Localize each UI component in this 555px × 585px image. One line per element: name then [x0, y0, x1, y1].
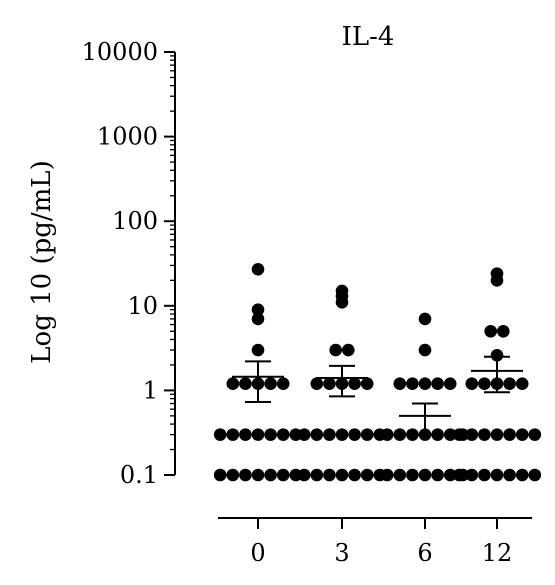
data-point: [484, 324, 498, 338]
x-tick-label: 6: [417, 539, 432, 567]
y-axis-label: Log 10 (pg/mL): [27, 160, 57, 363]
data-point: [515, 468, 529, 482]
chart-title: IL-4: [342, 22, 395, 52]
data-point: [348, 468, 361, 482]
data-point: [239, 377, 252, 391]
data-point: [276, 468, 290, 482]
data-point: [406, 377, 419, 391]
data-point: [490, 428, 504, 441]
data-point: [276, 428, 290, 441]
data-point: [393, 428, 407, 441]
data-point: [393, 468, 407, 482]
data-point: [323, 377, 336, 391]
data-point: [226, 428, 240, 441]
data-point: [515, 377, 529, 391]
data-point: [431, 468, 444, 482]
data-point: [418, 377, 432, 391]
data-point: [329, 343, 343, 357]
data-point: [465, 377, 479, 391]
data-point: [443, 377, 457, 391]
data-point: [297, 428, 311, 441]
data-point: [490, 348, 504, 362]
data-point: [478, 468, 491, 482]
data-point: [323, 428, 336, 441]
data-point: [360, 428, 374, 441]
y-tick-label: 10: [127, 292, 158, 320]
data-point: [239, 468, 252, 482]
x-tick-label: 3: [334, 539, 349, 567]
data-point: [478, 377, 491, 391]
data-point: [515, 428, 529, 441]
data-point: [503, 377, 516, 391]
data-point: [528, 428, 542, 441]
data-point: [431, 377, 444, 391]
y-tick-label: 1000: [97, 123, 158, 151]
data-point: [490, 468, 504, 482]
data-point: [335, 468, 349, 482]
data-point: [393, 377, 407, 391]
data-point: [418, 468, 432, 482]
data-point: [380, 428, 394, 441]
data-point: [276, 377, 290, 391]
data-point: [251, 303, 265, 316]
data-point: [335, 428, 349, 441]
data-point: [490, 274, 504, 287]
data-point: [452, 428, 466, 441]
data-point: [342, 343, 355, 357]
x-tick-label: 0: [250, 539, 265, 567]
data-point: [348, 428, 361, 441]
data-point: [406, 468, 419, 482]
data-point: [360, 377, 374, 391]
data-point: [443, 468, 457, 482]
data-point: [503, 468, 516, 482]
data-point: [251, 428, 265, 441]
y-tick-label: 1: [143, 376, 158, 404]
data-point: [418, 312, 432, 326]
data-point: [528, 468, 542, 482]
data-point: [213, 468, 227, 482]
data-point: [264, 428, 277, 441]
data-point: [251, 343, 265, 357]
data-point: [348, 377, 361, 391]
y-tick-label: 0.1: [120, 461, 158, 489]
data-point: [465, 428, 479, 441]
data-point: [226, 468, 240, 482]
data-point: [418, 343, 432, 357]
data-point: [323, 468, 336, 482]
data-point: [310, 468, 324, 482]
data-point: [503, 428, 516, 441]
data-point: [251, 263, 265, 276]
data-point: [380, 468, 394, 482]
data-point: [452, 468, 466, 482]
data-point: [239, 428, 252, 441]
data-point: [310, 377, 324, 391]
data-point: [335, 295, 349, 309]
data-point: [251, 312, 265, 326]
y-tick-label: 10000: [82, 38, 158, 66]
data-point: [465, 468, 479, 482]
data-marks: [213, 263, 542, 482]
data-point: [478, 428, 491, 441]
data-point: [226, 377, 240, 391]
data-point: [310, 428, 324, 441]
data-point: [213, 428, 227, 441]
axes: 0.1 1 10 100 1000 10000 0 3 6 12: [82, 38, 532, 567]
data-point: [251, 468, 265, 482]
data-point: [443, 428, 457, 441]
data-point: [297, 468, 311, 482]
data-point: [264, 377, 277, 391]
data-point: [497, 324, 510, 338]
data-point: [264, 468, 277, 482]
x-tick-label: 12: [482, 539, 513, 567]
y-tick-label: 100: [112, 207, 158, 235]
data-point: [360, 468, 374, 482]
